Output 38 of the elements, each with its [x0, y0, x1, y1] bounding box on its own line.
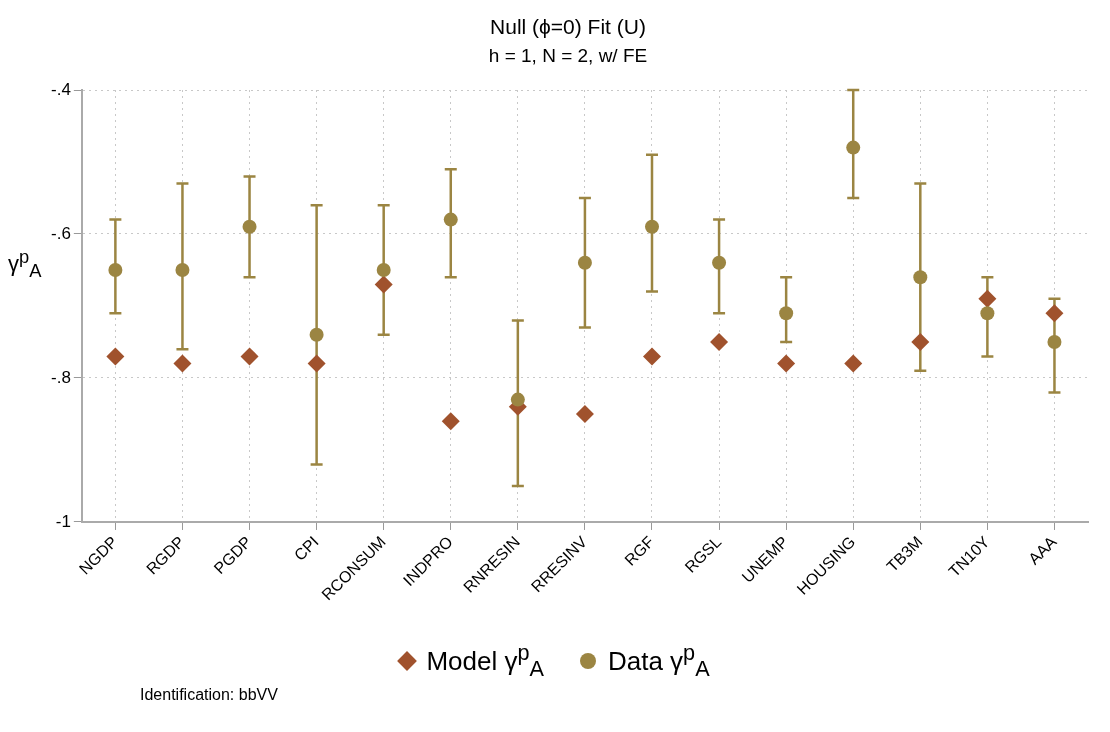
point — [779, 306, 794, 321]
point — [242, 219, 257, 234]
point — [376, 262, 391, 277]
y-tick-label: -1 — [55, 511, 71, 531]
point — [510, 392, 525, 407]
point — [1045, 304, 1064, 323]
point — [240, 347, 259, 366]
point — [441, 412, 460, 431]
point — [443, 212, 458, 227]
point — [577, 255, 592, 270]
point — [712, 255, 727, 270]
chart-title: Null (ϕ=0) Fit (U) — [490, 15, 646, 39]
point — [980, 306, 995, 321]
x-tick-label: CPI — [290, 532, 322, 564]
point — [175, 262, 190, 277]
chart-subtitle: h = 1, N = 2, w/ FE — [488, 44, 648, 66]
point — [846, 140, 861, 155]
point — [911, 332, 930, 351]
text: Identification: bbVV — [140, 685, 279, 704]
point — [575, 404, 594, 423]
point — [108, 262, 123, 277]
y-tick-label: -.8 — [51, 367, 71, 387]
point — [844, 354, 863, 373]
x-tick-label: AAA — [1025, 532, 1060, 568]
y-tick-label: -.4 — [51, 79, 71, 99]
point — [1047, 334, 1062, 349]
point — [777, 354, 796, 373]
point — [978, 289, 997, 308]
point — [374, 275, 393, 294]
point — [643, 347, 661, 366]
point — [173, 354, 192, 373]
point — [913, 270, 928, 285]
point — [309, 327, 324, 342]
point — [307, 354, 326, 373]
point — [645, 219, 659, 234]
point — [106, 347, 125, 366]
point — [710, 332, 729, 351]
y-tick-label: -.6 — [51, 223, 71, 243]
